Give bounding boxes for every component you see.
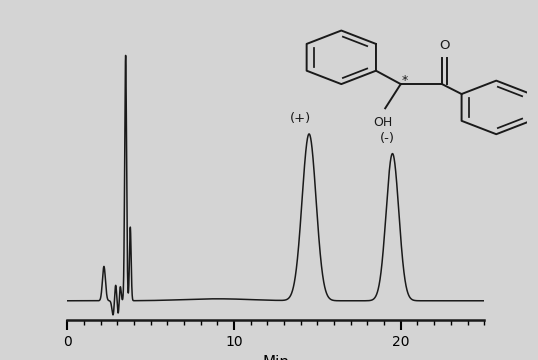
Text: *: *: [401, 74, 408, 87]
Text: (-): (-): [380, 132, 395, 145]
X-axis label: Min: Min: [262, 355, 289, 360]
Text: OH: OH: [373, 116, 392, 129]
Text: (+): (+): [290, 112, 312, 125]
Text: O: O: [440, 39, 450, 52]
